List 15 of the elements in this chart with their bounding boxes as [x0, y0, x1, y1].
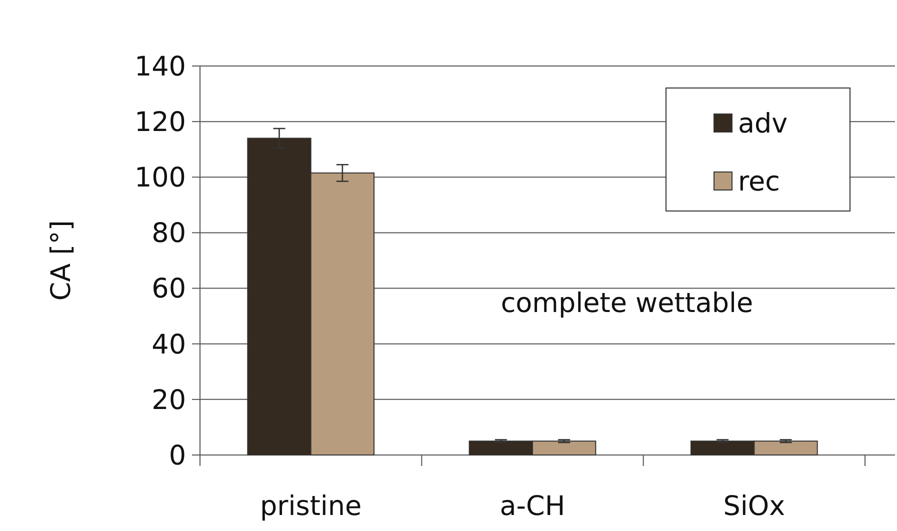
x-tick-label: a-CH — [500, 491, 566, 522]
annotation: complete wettable — [500, 288, 754, 319]
x-tick-label: SiOx — [723, 491, 786, 522]
y-tick-label: 0 — [168, 440, 186, 472]
legend-label: adv — [738, 108, 788, 140]
y-tick-label: 20 — [152, 384, 186, 416]
y-tick-label: 60 — [152, 274, 186, 305]
legend-label: rec — [738, 166, 780, 198]
y-tick-label: 140 — [134, 51, 186, 82]
y-tick-label: 80 — [152, 218, 186, 250]
y-tick-label: 120 — [134, 107, 186, 138]
y-tick-label: 100 — [134, 162, 186, 194]
x-tick-label: pristine — [260, 491, 362, 522]
y-tick-label: 40 — [152, 329, 186, 360]
y-axis-title: CA [°] — [46, 220, 77, 301]
